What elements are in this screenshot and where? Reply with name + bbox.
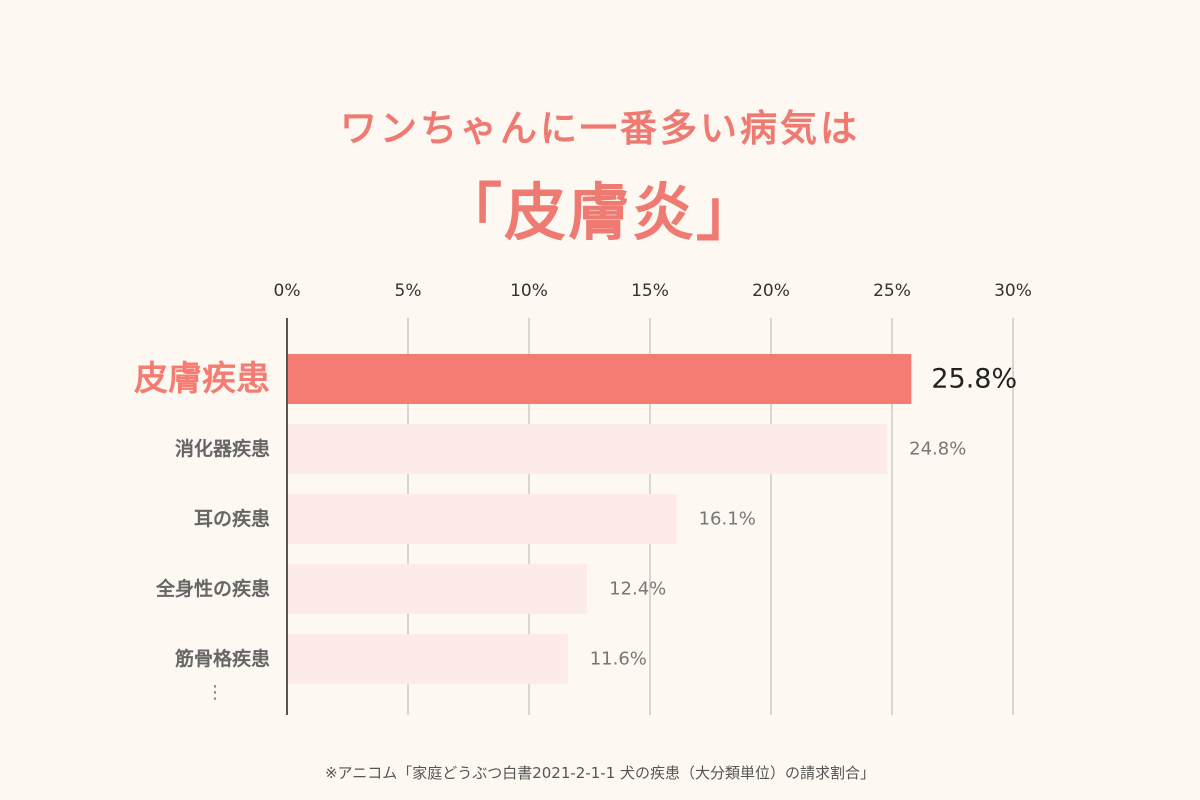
- category-label: 全身性の疾患: [155, 577, 270, 600]
- x-tick-label: 20%: [752, 281, 790, 301]
- x-tick-label: 15%: [631, 281, 669, 301]
- value-label: 11.6%: [590, 649, 647, 670]
- category-label: 皮膚疾患: [134, 359, 270, 399]
- x-tick-label: 5%: [395, 281, 422, 301]
- value-label: 12.4%: [609, 579, 666, 600]
- bar: [287, 354, 912, 404]
- chart-title: 「皮膚炎」: [439, 176, 760, 249]
- value-label: 24.8%: [909, 439, 966, 460]
- x-tick-label: 10%: [510, 281, 548, 301]
- bar: [287, 564, 588, 614]
- value-label: 16.1%: [699, 509, 756, 530]
- more-items-marker: ⋮: [206, 682, 224, 703]
- bar: [287, 424, 888, 474]
- value-label: 25.8%: [931, 364, 1017, 395]
- bar: [287, 494, 677, 544]
- category-label: 消化器疾患: [175, 437, 270, 460]
- x-tick-label: 25%: [873, 281, 911, 301]
- category-label: 筋骨格疾患: [175, 647, 270, 670]
- x-tick-label: 0%: [274, 281, 301, 301]
- category-label: 耳の疾患: [194, 507, 270, 530]
- source-note: ※アニコム「家庭どうぶつ白書2021-2-1-1 犬の疾患（大分類単位）の請求割…: [324, 764, 876, 782]
- chart-subtitle: ワンちゃんに一番多い病気は: [340, 107, 860, 150]
- bar: [287, 634, 568, 684]
- x-tick-label: 30%: [994, 281, 1032, 301]
